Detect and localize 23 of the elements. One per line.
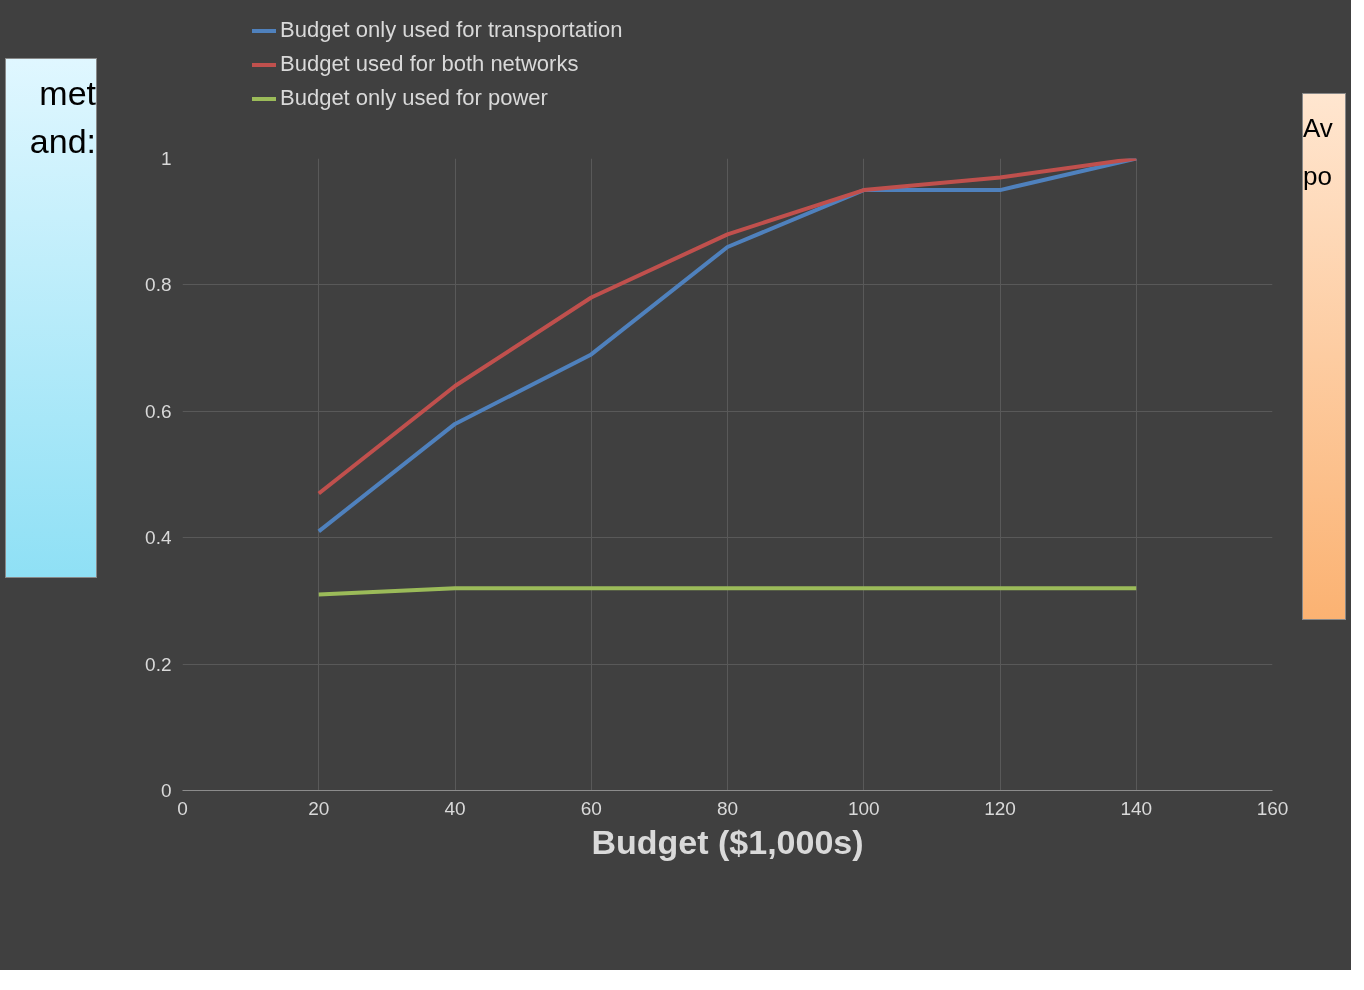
y-tick-label: 0: [160, 780, 172, 801]
text: met: [39, 74, 96, 112]
text: po: [1303, 161, 1332, 191]
legend-label: Budget only used for power: [279, 84, 549, 112]
x-tick-label: 40: [444, 797, 466, 819]
y-tick-label: 0.6: [145, 400, 172, 422]
x-tick-label: 80: [716, 797, 739, 819]
y-tick-label: 0.2: [145, 653, 172, 675]
x-tick-label: 20: [308, 797, 330, 819]
x-tick-label: 120: [984, 797, 1016, 819]
text: and:: [29, 122, 96, 160]
y-tick-label: 0.8: [145, 274, 172, 296]
legend-label: Budget only used for transportation: [279, 16, 623, 44]
x-tick-label: 0: [177, 797, 188, 819]
text: Av: [1303, 113, 1333, 143]
x-tick-label: 160: [1256, 797, 1289, 819]
y-tick-label: 1: [160, 148, 172, 169]
y-tick-label: 0.4: [145, 527, 172, 549]
x-tick-label: 60: [580, 797, 602, 819]
x-tick-label: 140: [1120, 797, 1153, 819]
legend-label: Budget used for both networks: [279, 50, 580, 78]
x-tick-label: 100: [847, 797, 880, 819]
x-axis-title: Budget ($1,000s): [591, 822, 864, 861]
